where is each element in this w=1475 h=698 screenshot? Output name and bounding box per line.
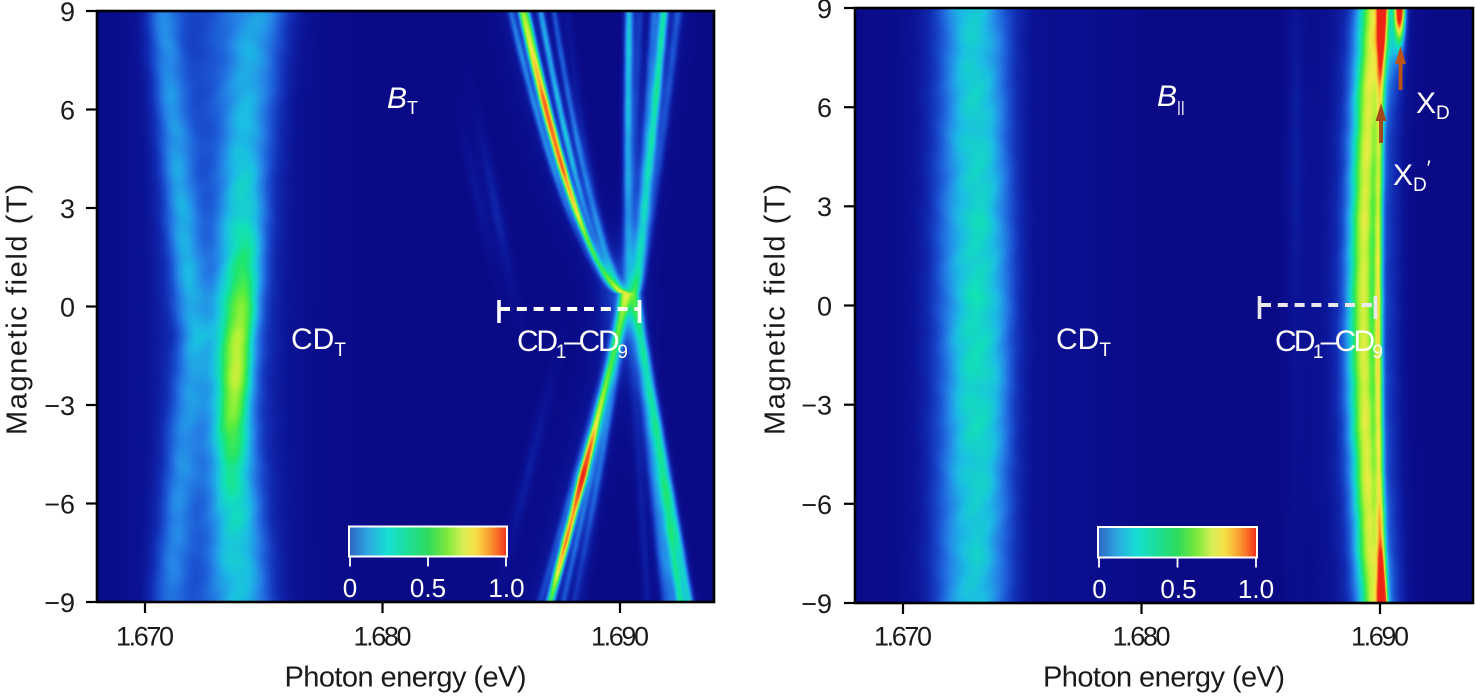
svg-text:0: 0 (343, 573, 357, 603)
svg-text:CD1–CD9: CD1–CD9 (1275, 325, 1383, 363)
svg-text:1.680: 1.680 (354, 622, 412, 652)
svg-text:B||: B|| (1157, 80, 1185, 116)
svg-text:0.5: 0.5 (1160, 574, 1196, 604)
svg-text:BT: BT (387, 82, 418, 118)
svg-text:CDT: CDT (291, 323, 346, 361)
svg-text:0: 0 (60, 293, 75, 323)
svg-text:0: 0 (817, 292, 832, 322)
svg-text:−3: −3 (44, 391, 75, 421)
svg-text:Photon energy (eV): Photon energy (eV) (285, 662, 527, 694)
svg-text:3: 3 (60, 194, 75, 224)
svg-text:1.690: 1.690 (1351, 622, 1409, 652)
svg-text:9: 9 (817, 0, 832, 24)
svg-text:0: 0 (1092, 574, 1106, 604)
svg-text:9: 9 (60, 0, 75, 27)
svg-text:Magnetic field (T): Magnetic field (T) (760, 184, 792, 435)
svg-text:1.690: 1.690 (591, 622, 649, 652)
svg-text:XD′: XD′ (1393, 157, 1431, 196)
svg-text:0.5: 0.5 (410, 573, 446, 603)
svg-text:Photon energy (eV): Photon energy (eV) (1043, 662, 1285, 694)
svg-text:CD1–CD9: CD1–CD9 (517, 325, 628, 363)
svg-text:3: 3 (817, 192, 832, 222)
svg-text:1.670: 1.670 (874, 622, 932, 652)
svg-text:−9: −9 (44, 588, 75, 618)
svg-text:XD: XD (1416, 87, 1450, 124)
svg-text:1.0: 1.0 (488, 573, 524, 603)
svg-text:1.670: 1.670 (116, 622, 174, 652)
svg-text:1.680: 1.680 (1113, 622, 1171, 652)
svg-text:6: 6 (817, 93, 832, 123)
svg-text:−6: −6 (44, 490, 75, 520)
svg-text:−9: −9 (801, 589, 832, 619)
svg-text:−6: −6 (801, 490, 832, 520)
svg-text:Magnetic field (T): Magnetic field (T) (2, 184, 34, 435)
svg-text:6: 6 (60, 96, 75, 126)
svg-text:−3: −3 (801, 391, 832, 421)
svg-text:CDT: CDT (1056, 323, 1111, 361)
svg-text:1.0: 1.0 (1238, 574, 1274, 604)
